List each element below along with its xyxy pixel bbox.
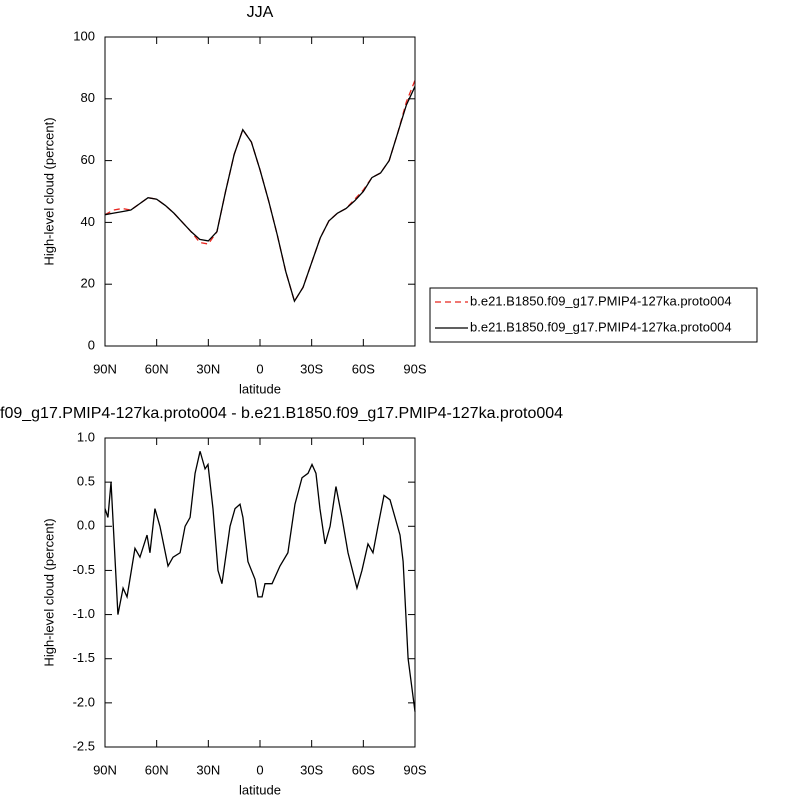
x-tick-label: 60S [352,762,375,777]
x-tick-label: 60S [352,361,375,376]
x-tick-label: 30N [196,762,220,777]
series-line [104,86,416,303]
x-tick-label: 60N [145,762,169,777]
x-tick-label: 30S [300,361,323,376]
y-axis-label: High-level cloud (percent) [41,518,56,666]
plot-frame [104,437,416,748]
x-axis-label: latitude [239,782,281,797]
y-tick-label: 40 [81,214,95,229]
x-tick-label: 0 [256,361,263,376]
y-tick-label: 80 [81,90,95,105]
plot-frame [104,36,416,347]
y-tick-label: -1.0 [73,606,95,621]
x-tick-label: 90N [93,361,117,376]
y-tick-label: -2.0 [73,694,95,709]
series-line [104,451,416,712]
x-tick-label: 30N [196,361,220,376]
legend-label: b.e21.B1850.f09_g17.PMIP4-127ka.proto004 [470,293,732,308]
chart-title: f09_g17.PMIP4-127ka.proto004 - b.e21.B18… [0,405,563,422]
x-tick-label: 0 [256,762,263,777]
series-line [104,80,416,303]
y-tick-label: -1.5 [73,650,95,665]
x-tick-label: 30S [300,762,323,777]
y-tick-label: -0.5 [73,562,95,577]
y-tick-label: 100 [73,28,95,43]
y-tick-label: 0 [88,337,95,352]
x-axis-label: latitude [239,381,281,396]
y-tick-label: 0.5 [77,474,95,489]
x-tick-label: 90N [93,762,117,777]
x-tick-label: 90S [403,361,426,376]
y-tick-label: 20 [81,276,95,291]
y-tick-label: -2.5 [73,738,95,753]
y-tick-label: 0.0 [77,518,95,533]
y-tick-label: 60 [81,152,95,167]
x-tick-label: 60N [145,361,169,376]
y-axis-label: High-level cloud (percent) [41,117,56,265]
legend-label: b.e21.B1850.f09_g17.PMIP4-127ka.proto004 [470,319,732,334]
legend-box [429,287,758,343]
y-tick-label: 1.0 [77,429,95,444]
x-tick-label: 90S [403,762,426,777]
chart-title: JJA [247,4,274,21]
